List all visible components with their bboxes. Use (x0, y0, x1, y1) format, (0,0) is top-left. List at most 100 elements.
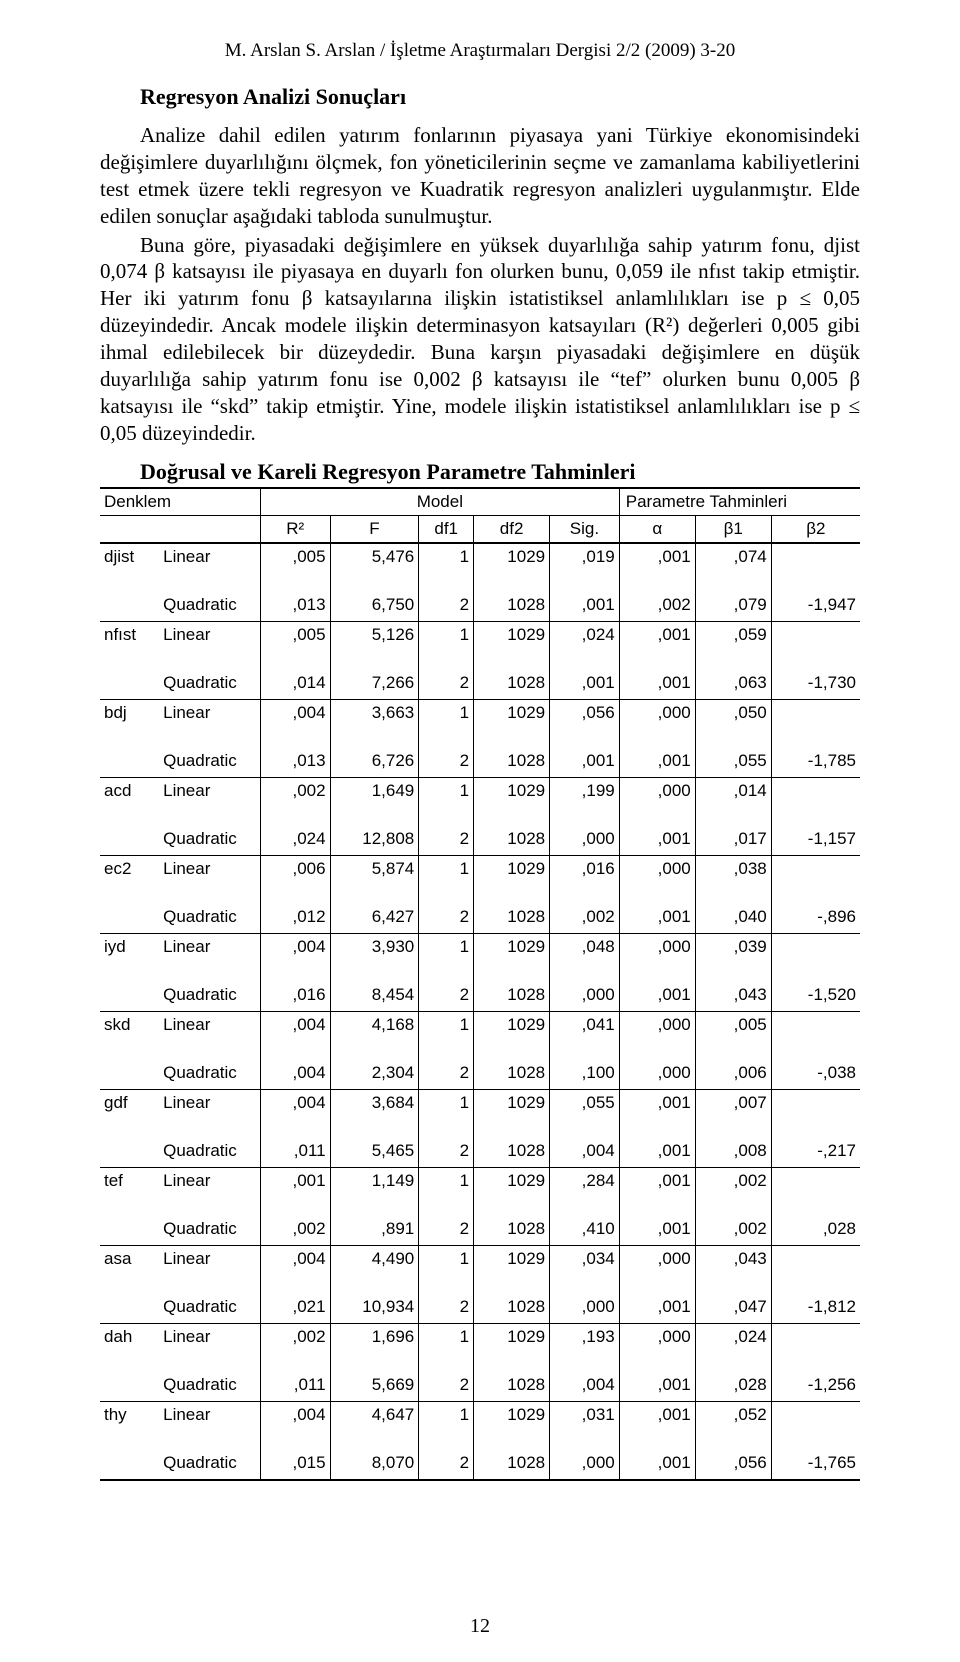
cell-alpha: ,000 (619, 1245, 695, 1273)
cell-r2: ,011 (260, 1117, 330, 1168)
cell-r2: ,004 (260, 1011, 330, 1039)
cell-b2: -1,812 (771, 1273, 860, 1324)
running-head: M. Arslan S. Arslan / İşletme Araştırmal… (100, 40, 860, 62)
cell-r2: ,014 (260, 649, 330, 700)
var-label-empty (100, 1117, 159, 1168)
cell-df1: 2 (419, 649, 474, 700)
cell-b1: ,039 (695, 933, 771, 961)
var-label-empty (100, 883, 159, 934)
var-label: acd (100, 777, 159, 805)
cell-f: ,891 (330, 1195, 419, 1246)
cell-alpha: ,001 (619, 1273, 695, 1324)
cell-r2: ,011 (260, 1351, 330, 1402)
cell-sig: ,100 (550, 1039, 620, 1090)
col-alpha: α (619, 515, 695, 543)
cell-df1: 2 (419, 727, 474, 778)
cell-b2: -,217 (771, 1117, 860, 1168)
model-label: Quadratic (159, 1429, 260, 1480)
var-label-empty (100, 1429, 159, 1480)
cell-f: 4,490 (330, 1245, 419, 1273)
cell-b2 (771, 543, 860, 571)
cell-df2: 1028 (474, 883, 550, 934)
cell-b1: ,056 (695, 1429, 771, 1480)
model-label: Linear (159, 1323, 260, 1351)
var-label-empty (100, 1039, 159, 1090)
cell-df1: 1 (419, 1011, 474, 1039)
table-row: skdLinear,0044,16811029,041,000,005 (100, 1011, 860, 1039)
cell-b2: -1,520 (771, 961, 860, 1012)
model-label: Quadratic (159, 1039, 260, 1090)
cell-sig: ,001 (550, 649, 620, 700)
cell-b2: -1,256 (771, 1351, 860, 1402)
cell-r2: ,021 (260, 1273, 330, 1324)
model-label: Linear (159, 621, 260, 649)
cell-df1: 2 (419, 1117, 474, 1168)
var-label: gdf (100, 1089, 159, 1117)
cell-b1: ,040 (695, 883, 771, 934)
cell-r2: ,015 (260, 1429, 330, 1480)
cell-df1: 1 (419, 855, 474, 883)
var-label: dah (100, 1323, 159, 1351)
cell-sig: ,056 (550, 699, 620, 727)
table-row: iydLinear,0043,93011029,048,000,039 (100, 933, 860, 961)
cell-df1: 1 (419, 1323, 474, 1351)
cell-r2: ,004 (260, 1089, 330, 1117)
cell-alpha: ,000 (619, 699, 695, 727)
cell-alpha: ,001 (619, 961, 695, 1012)
table-row: bdjLinear,0043,66311029,056,000,050 (100, 699, 860, 727)
var-label-empty (100, 571, 159, 622)
col-f: F (330, 515, 419, 543)
cell-df2: 1029 (474, 621, 550, 649)
cell-b1: ,047 (695, 1273, 771, 1324)
table-row: Quadratic,0126,42721028,002,001,040-,896 (100, 883, 860, 934)
cell-sig: ,016 (550, 855, 620, 883)
cell-b1: ,055 (695, 727, 771, 778)
cell-df2: 1028 (474, 1195, 550, 1246)
cell-f: 1,149 (330, 1167, 419, 1195)
cell-df1: 1 (419, 777, 474, 805)
cell-b2 (771, 1089, 860, 1117)
table-row: Quadratic,02110,93421028,000,001,047-1,8… (100, 1273, 860, 1324)
cell-f: 6,427 (330, 883, 419, 934)
model-label: Quadratic (159, 805, 260, 856)
cell-b1: ,024 (695, 1323, 771, 1351)
cell-alpha: ,002 (619, 571, 695, 622)
cell-b2: -,038 (771, 1039, 860, 1090)
cell-b1: ,059 (695, 621, 771, 649)
cell-df1: 1 (419, 1401, 474, 1429)
cell-sig: ,001 (550, 571, 620, 622)
cell-sig: ,002 (550, 883, 620, 934)
cell-df2: 1028 (474, 649, 550, 700)
cell-r2: ,004 (260, 1039, 330, 1090)
table-title: Doğrusal ve Kareli Regresyon Parametre T… (100, 459, 860, 485)
cell-b2 (771, 1401, 860, 1429)
cell-alpha: ,000 (619, 855, 695, 883)
cell-df1: 1 (419, 933, 474, 961)
cell-alpha: ,000 (619, 1011, 695, 1039)
col-r2: R² (260, 515, 330, 543)
cell-b2 (771, 699, 860, 727)
table-row: Quadratic,0115,66921028,004,001,028-1,25… (100, 1351, 860, 1402)
page-container: M. Arslan S. Arslan / İşletme Araştırmal… (0, 0, 960, 1662)
page-number: 12 (0, 1615, 960, 1638)
cell-r2: ,002 (260, 777, 330, 805)
cell-df2: 1028 (474, 805, 550, 856)
cell-b1: ,007 (695, 1089, 771, 1117)
cell-f: 1,696 (330, 1323, 419, 1351)
cell-df2: 1029 (474, 1011, 550, 1039)
cell-b1: ,017 (695, 805, 771, 856)
table-row: Quadratic,0168,45421028,000,001,043-1,52… (100, 961, 860, 1012)
var-label-empty (100, 1195, 159, 1246)
cell-b2: ,028 (771, 1195, 860, 1246)
cell-df2: 1029 (474, 1323, 550, 1351)
cell-df2: 1029 (474, 1167, 550, 1195)
cell-alpha: ,000 (619, 777, 695, 805)
var-label-empty (100, 649, 159, 700)
cell-alpha: ,001 (619, 621, 695, 649)
cell-b1: ,079 (695, 571, 771, 622)
cell-df1: 1 (419, 1167, 474, 1195)
cell-f: 8,070 (330, 1429, 419, 1480)
cell-f: 5,126 (330, 621, 419, 649)
cell-b2: -1,947 (771, 571, 860, 622)
cell-alpha: ,001 (619, 1195, 695, 1246)
